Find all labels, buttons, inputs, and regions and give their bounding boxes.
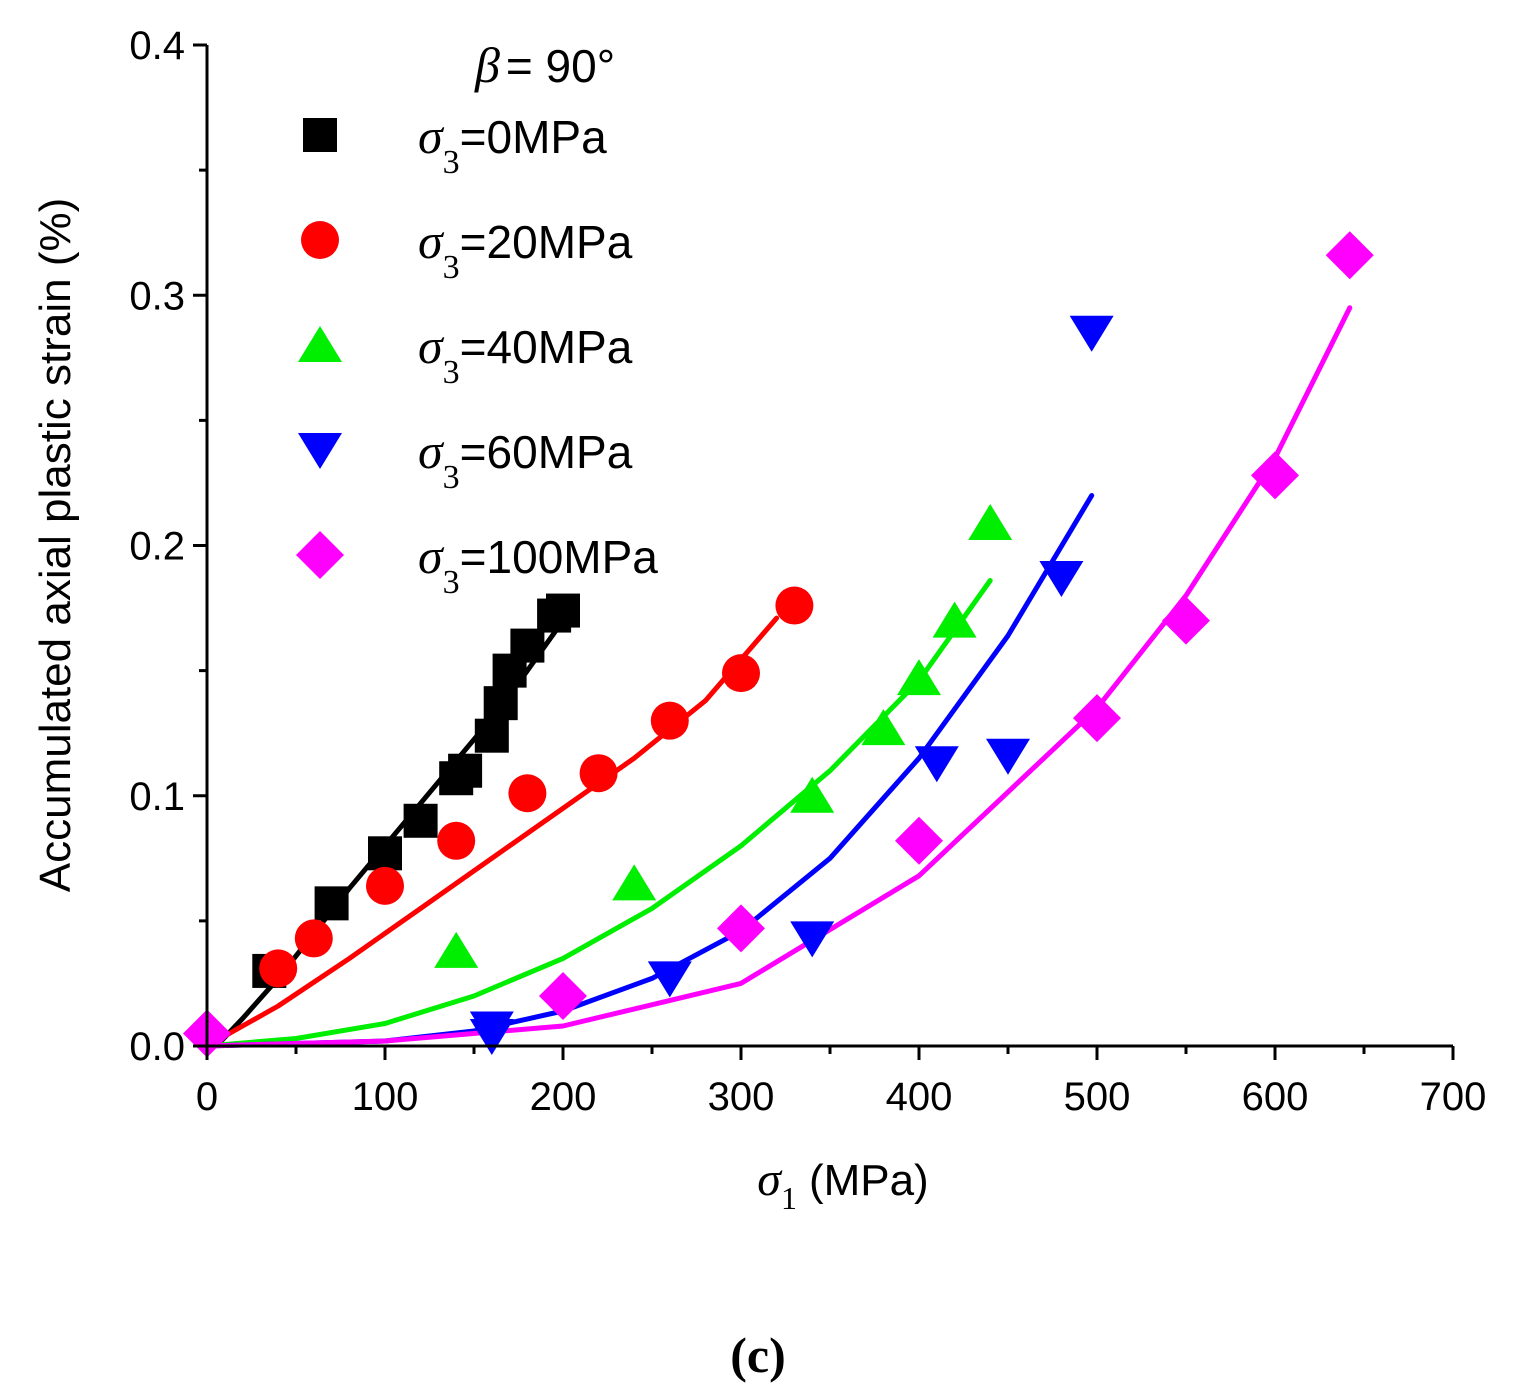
data-point-series-3: [932, 601, 977, 638]
data-point-series-3: [897, 659, 941, 696]
data-point-series-4: [914, 746, 959, 783]
data-point-series-1: [314, 886, 349, 921]
data-point-series-1: [483, 686, 518, 721]
data-point-series-1: [510, 628, 545, 663]
legend-label-series-4: σ3=60MPa: [418, 423, 633, 496]
data-point-series-3: [434, 931, 479, 968]
x-axis-label-subscript: 1: [781, 1180, 797, 1216]
data-point-series-4: [1069, 315, 1114, 352]
data-point-series-1: [368, 836, 402, 871]
y-tick-label: 0.3: [129, 274, 185, 318]
legend-label-series-1: σ3=0MPa: [418, 108, 607, 181]
legend-label-series-3: σ3=40MPa: [418, 318, 633, 391]
data-point-series-5: [539, 971, 587, 1020]
x-tick-label: 700: [1420, 1075, 1487, 1119]
data-point-series-4: [469, 1011, 514, 1048]
data-point-series-3: [612, 864, 657, 901]
legend-symbol: σ: [418, 528, 445, 584]
data-point-series-2: [579, 754, 618, 793]
legend-value: =100MPa: [460, 531, 659, 583]
legend-value: =40MPa: [460, 321, 633, 373]
legend-subscript: 3: [443, 564, 460, 601]
legend-value: =20MPa: [460, 216, 633, 268]
data-point-series-2: [722, 654, 760, 693]
y-tick-label: 0.0: [129, 1025, 185, 1069]
legend-marker-series-1: [303, 118, 337, 152]
data-point-series-2: [259, 949, 298, 988]
data-point-series-2: [775, 586, 814, 625]
x-tick-label: 200: [530, 1075, 597, 1119]
data-point-series-1: [546, 593, 580, 628]
data-point-series-1: [448, 753, 483, 788]
data-point-series-4: [790, 921, 835, 958]
chart-title: β = 90°: [474, 37, 615, 93]
x-tick-label: 0: [196, 1075, 218, 1119]
legend-subscript: 3: [443, 249, 460, 286]
legend-value: =60MPa: [460, 426, 633, 478]
data-point-series-4: [1039, 561, 1084, 598]
y-tick-label: 0.1: [129, 775, 185, 819]
legend-marker-series-3: [298, 326, 342, 362]
data-point-series-3: [861, 709, 906, 746]
legend-label-series-5: σ3=100MPa: [418, 528, 658, 601]
data-point-series-5: [717, 904, 765, 953]
legend-marker-series-2: [301, 221, 339, 259]
data-point-series-2: [294, 919, 333, 958]
panel-label: (c): [730, 1327, 786, 1383]
legend-subscript: 3: [443, 144, 460, 181]
data-point-series-2: [366, 866, 404, 905]
legend-marker-series-5: [296, 531, 344, 579]
x-tick-label: 300: [708, 1075, 775, 1119]
legend-subscript: 3: [443, 354, 460, 391]
data-point-series-5: [1162, 596, 1210, 645]
legend-symbol: σ: [418, 318, 445, 374]
legend-marker-series-4: [298, 433, 342, 469]
y-axis-label: Accumulated axial plastic strain (%): [31, 198, 80, 892]
x-axis-label: σ1 (MPa): [757, 1153, 928, 1216]
y-tick-label: 0.4: [129, 24, 185, 68]
legend-symbol: σ: [418, 108, 445, 164]
x-tick-label: 400: [886, 1075, 953, 1119]
x-tick-label: 600: [1242, 1075, 1309, 1119]
data-point-series-5: [1325, 231, 1374, 280]
axis-ticks: 0 100 200 300 400 500 600 700 0.0 0.1 0.2 0.3 0.4: [129, 24, 1486, 1119]
data-point-series-1: [403, 803, 438, 838]
data-point-series-2: [437, 821, 476, 860]
legend-label-series-2: σ3=20MPa: [418, 213, 633, 286]
data-point-series-1: [474, 718, 509, 753]
legend-subscript: 3: [443, 459, 460, 496]
data-point-series-5: [1251, 451, 1299, 500]
data-point-series-3: [790, 776, 835, 813]
legend-value: =0MPa: [460, 111, 607, 163]
data-point-series-4: [647, 961, 692, 998]
data-point-series-3: [968, 503, 1013, 540]
data-point-series-2: [650, 701, 689, 740]
data-point-series-5: [1073, 694, 1121, 743]
x-tick-label: 100: [352, 1075, 419, 1119]
x-tick-label: 500: [1064, 1075, 1131, 1119]
legend-symbol: σ: [418, 213, 445, 269]
legend-symbol: σ: [418, 423, 445, 479]
chart-title-value: = 90°: [506, 40, 615, 92]
data-point-series-2: [508, 774, 547, 813]
y-tick-label: 0.2: [129, 525, 185, 569]
data-point-series-5: [895, 816, 943, 865]
x-axis-label-symbol: σ: [757, 1153, 783, 1206]
x-axis-label-unit: (MPa): [809, 1156, 929, 1205]
chart-title-symbol: β: [474, 37, 500, 93]
data-point-series-4: [986, 738, 1030, 775]
fit-line-series-5: [204, 305, 1353, 1049]
